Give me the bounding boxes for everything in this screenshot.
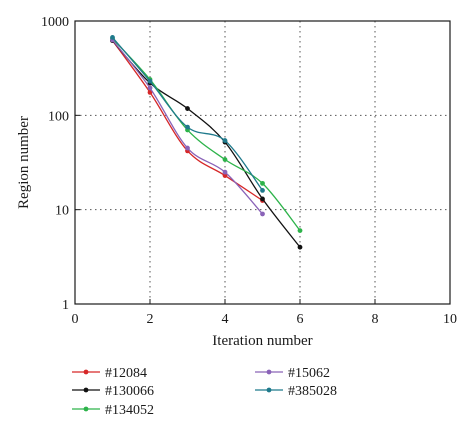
series-1 (110, 38, 265, 203)
series-4 (110, 37, 265, 217)
plot-area-frame (74, 20, 451, 305)
legend-swatch-marker (266, 387, 272, 393)
series-line (112, 40, 301, 248)
y-axis-label: Region number (16, 116, 32, 209)
legend-item: #12084 (72, 366, 147, 381)
legend-swatch-marker (83, 406, 89, 412)
legend-swatch-marker (266, 369, 272, 375)
legend-label: #385028 (288, 384, 337, 399)
data-point (147, 90, 153, 95)
data-point (222, 157, 228, 162)
legend-label: #12084 (105, 366, 147, 381)
x-tick-label: 2 (147, 312, 154, 327)
legend-swatch-marker (83, 369, 89, 375)
legend-item: #134052 (72, 403, 154, 418)
data-point (147, 85, 153, 91)
data-point (297, 244, 303, 250)
legend-label: #15062 (288, 366, 330, 381)
y-tick-label: 100 (48, 109, 69, 124)
series-2 (110, 38, 303, 250)
legend: #12084 #130066 #134052 #15062 #385028 (72, 366, 337, 418)
data-point (260, 196, 265, 202)
series-line (112, 36, 264, 191)
grid-lines (75, 21, 450, 304)
series-3 (110, 36, 303, 233)
x-tick-label: 0 (72, 312, 79, 327)
x-axis-label: Iteration number (212, 333, 312, 349)
data-point (222, 173, 228, 178)
data-point (260, 180, 265, 186)
legend-item: #130066 (72, 384, 154, 399)
x-tick-label: 6 (297, 312, 304, 327)
series-line (112, 38, 301, 231)
series-lines (110, 35, 303, 250)
y-tick-label: 10 (55, 204, 69, 219)
data-point (147, 78, 153, 84)
data-point (185, 106, 190, 111)
series-5 (110, 35, 265, 193)
legend-item: #15062 (255, 366, 330, 381)
axis-ticks: 0 2 4 6 8 10 1 10 100 1000 (41, 15, 457, 327)
legend-label: #130066 (105, 384, 154, 399)
data-point (185, 145, 190, 151)
legend-swatch-marker (83, 387, 89, 393)
data-point (260, 211, 265, 217)
data-point (260, 188, 265, 193)
y-tick-label: 1 (62, 298, 69, 313)
y-tick-label: 1000 (41, 15, 69, 30)
x-tick-label: 4 (222, 312, 229, 327)
data-point (222, 138, 228, 143)
data-point (297, 228, 303, 233)
x-tick-label: 10 (443, 312, 457, 327)
data-point (110, 35, 115, 40)
x-tick-label: 8 (372, 312, 379, 327)
legend-label: #134052 (105, 403, 154, 418)
data-point (185, 124, 190, 130)
series-line (111, 40, 263, 202)
legend-item: #385028 (255, 384, 337, 399)
data-point (222, 169, 228, 175)
